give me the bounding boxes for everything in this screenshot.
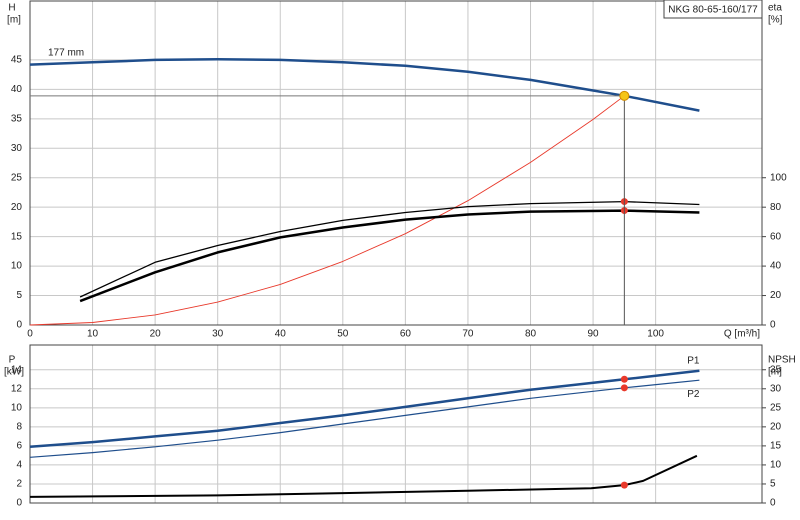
y2-tick-label: 10 — [770, 460, 782, 471]
y2-tick-label: 100 — [770, 172, 787, 183]
y2-tick-label: 15 — [770, 441, 782, 452]
chart-title: NKG 80-65-160/177 — [668, 5, 758, 16]
x-tick-label: 40 — [275, 329, 287, 340]
plot-frame — [29, 344, 763, 504]
x-tick-label: 10 — [87, 329, 99, 340]
y-axis-label: P — [9, 355, 16, 366]
x-tick-label: 90 — [588, 329, 600, 340]
x-tick-label: 50 — [337, 329, 349, 340]
y2-tick-label: 5 — [770, 479, 776, 490]
duty-point — [619, 90, 630, 101]
y-tick-label: 2 — [16, 479, 22, 490]
y-tick-label: 0 — [16, 320, 22, 331]
y2-tick-label: 20 — [770, 290, 782, 301]
y-tick-label: 10 — [11, 261, 23, 272]
y-axis-label: H — [8, 3, 15, 14]
y-tick-label: 12 — [11, 383, 23, 394]
y-tick-label: 40 — [11, 84, 23, 95]
curve — [29, 369, 700, 449]
curve — [29, 454, 698, 498]
y2-tick-label: 35 — [770, 364, 782, 375]
y2-tick-label: 0 — [770, 320, 776, 331]
y-tick-label: 45 — [11, 55, 23, 66]
y2-tick-label: 25 — [770, 402, 782, 413]
curve — [79, 209, 700, 303]
plot-frame — [29, 0, 763, 326]
x-tick-label: 20 — [150, 329, 162, 340]
x-axis-label: Q [m³/h] — [724, 329, 760, 340]
y2-tick-label: 30 — [770, 383, 782, 394]
curve — [29, 379, 700, 458]
curve — [29, 95, 625, 326]
y2-axis-unit: [%] — [768, 15, 783, 26]
x-tick-label: 100 — [647, 329, 664, 340]
y-tick-label: 5 — [16, 290, 22, 301]
y2-tick-label: 40 — [770, 261, 782, 272]
duty-point — [620, 384, 628, 392]
curve-label: 177 mm — [48, 47, 84, 58]
x-tick-label: 60 — [400, 329, 412, 340]
y-tick-label: 0 — [16, 498, 22, 509]
duty-point — [620, 375, 628, 383]
x-tick-label: 0 — [27, 329, 33, 340]
curve — [29, 58, 700, 112]
y-tick-label: 8 — [16, 421, 22, 432]
y-tick-label: 35 — [11, 113, 23, 124]
y2-tick-label: 0 — [770, 498, 776, 509]
y-tick-label: 14 — [11, 364, 23, 375]
y2-axis-label: NPSH — [768, 355, 796, 366]
y2-tick-label: 20 — [770, 421, 782, 432]
y-tick-label: 4 — [16, 460, 22, 471]
y-axis-unit: [m] — [7, 15, 21, 26]
curve — [79, 200, 700, 298]
y-tick-label: 25 — [11, 172, 23, 183]
title-box — [663, 0, 763, 19]
x-tick-label: 80 — [525, 329, 537, 340]
y-axis-unit: [kW] — [4, 367, 24, 378]
duty-point — [620, 481, 628, 489]
x-tick-label: 30 — [212, 329, 224, 340]
y2-axis-unit: [m] — [768, 367, 782, 378]
y2-tick-label: 80 — [770, 202, 782, 213]
y-tick-label: 30 — [11, 143, 23, 154]
y-tick-label: 6 — [16, 441, 22, 452]
y-tick-label: 20 — [11, 202, 23, 213]
curve-label: P2 — [687, 389, 700, 400]
y-tick-label: 15 — [11, 231, 23, 242]
curve-label: P1 — [687, 355, 700, 366]
y-tick-label: 10 — [11, 402, 23, 413]
y2-tick-label: 60 — [770, 231, 782, 242]
x-tick-label: 70 — [462, 329, 474, 340]
y2-axis-label: eta — [768, 3, 782, 14]
